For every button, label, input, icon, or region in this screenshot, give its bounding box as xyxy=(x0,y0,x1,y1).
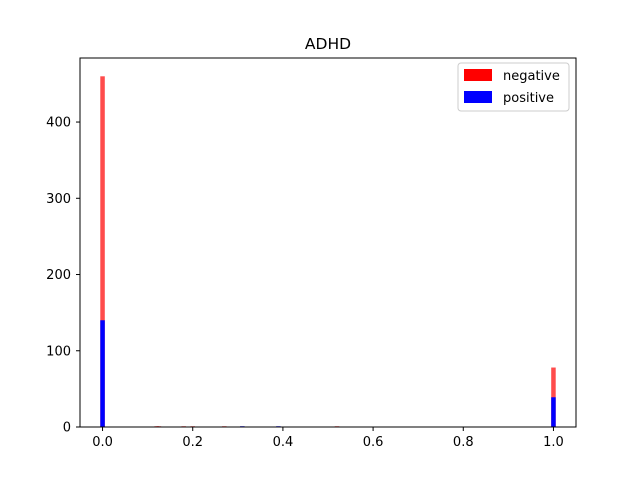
bar-negative-0 xyxy=(100,76,105,428)
y-tick-label: 100 xyxy=(46,344,71,359)
x-tick-label: 0.6 xyxy=(363,435,384,450)
x-tick-label: 0.2 xyxy=(182,435,203,450)
bar-positive-0 xyxy=(100,320,105,427)
legend: negative positive xyxy=(457,62,570,112)
legend-swatch-positive xyxy=(464,91,492,103)
x-tick-label: 0.0 xyxy=(92,435,113,450)
y-tick-label: 400 xyxy=(46,116,71,131)
y-tick-label: 0 xyxy=(63,421,71,436)
plot-frame xyxy=(79,57,577,428)
axes-layer: 0.0 0.2 0.4 0.6 0.8 1.0 0 100 200 300 400 xyxy=(46,57,577,450)
y-tick-label: 300 xyxy=(46,192,71,207)
y-tick-label: 200 xyxy=(46,268,71,283)
bar-positive-3 xyxy=(551,397,556,427)
legend-label-positive: positive xyxy=(503,91,554,106)
legend-swatch-negative xyxy=(464,69,492,81)
legend-label-negative: negative xyxy=(503,69,560,84)
x-tick-label: 0.4 xyxy=(273,435,294,450)
x-tick-label: 1.0 xyxy=(543,435,564,450)
bar-negative-7 xyxy=(551,367,556,427)
x-tick-label: 0.8 xyxy=(453,435,474,450)
chart-title: ADHD xyxy=(305,35,351,53)
